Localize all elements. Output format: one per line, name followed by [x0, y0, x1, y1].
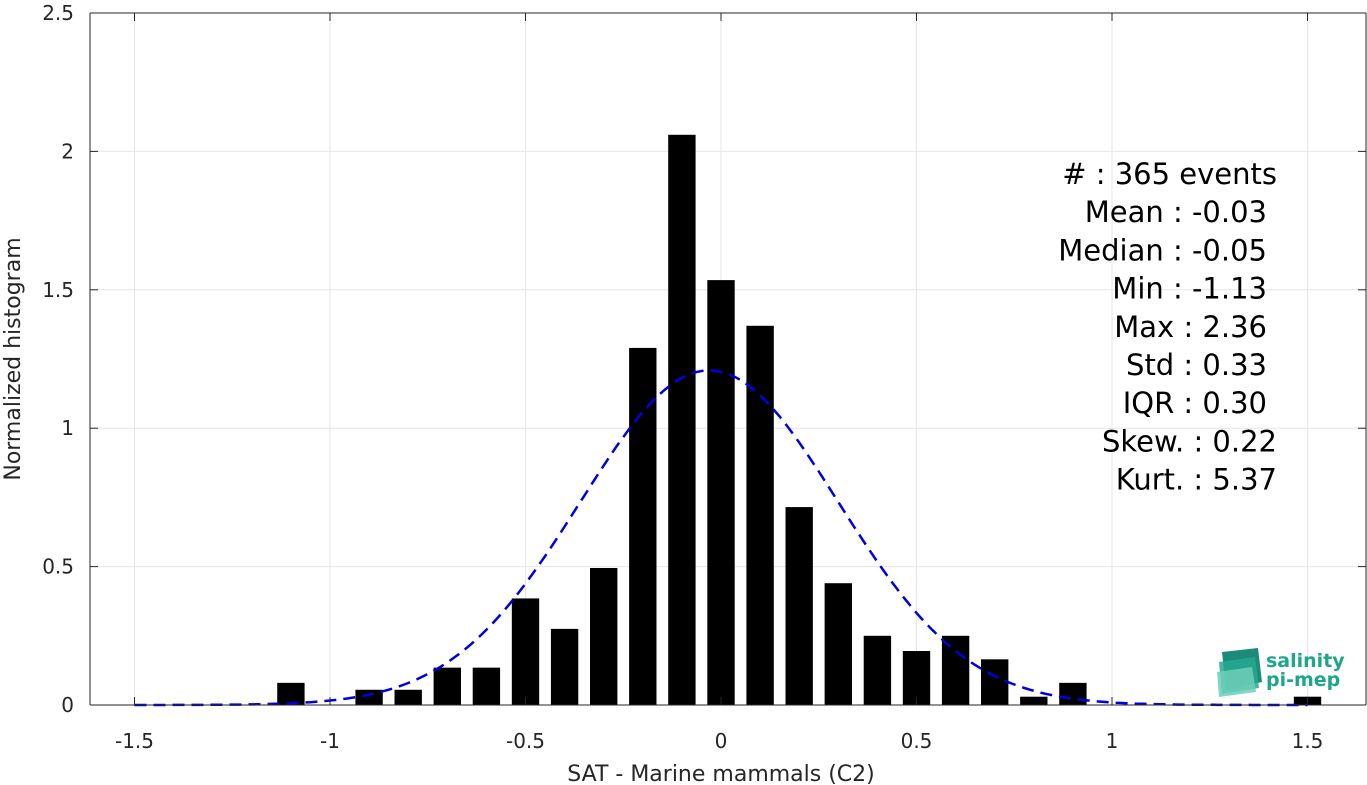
x-tick-label: 0	[715, 729, 728, 753]
y-tick-label: 0.5	[42, 555, 74, 579]
histogram-bar	[277, 682, 305, 705]
histogram-bar	[394, 689, 422, 705]
stat-line: Median : -0.05	[1058, 233, 1267, 267]
x-tick-labels: -1.5 -1 -0.5 0 0.5 1 1.5	[115, 729, 1323, 753]
stat-line: Kurt. : 5.37	[1116, 463, 1277, 497]
y-tick-labels: 0 0.5 1 1.5 2 2.5	[42, 1, 74, 717]
x-tick-label: 1.5	[1292, 729, 1324, 753]
y-tick-label: 0	[61, 693, 74, 717]
y-tick-label: 1	[61, 416, 74, 440]
histogram-bar	[629, 347, 657, 705]
histogram-bar	[550, 628, 579, 705]
histogram-bar	[863, 635, 892, 705]
histogram-bar	[824, 583, 852, 705]
histogram-bar	[746, 325, 774, 705]
x-tick-label: -1	[320, 729, 340, 753]
stat-line: Mean : -0.03	[1085, 195, 1267, 229]
x-tick-label: -1.5	[115, 729, 154, 753]
logo-text-salinity: salinity	[1266, 650, 1345, 672]
x-tick-label: 1	[1106, 729, 1119, 753]
stat-line: IQR : 0.30	[1123, 386, 1267, 420]
histogram-bar	[433, 667, 461, 705]
stat-line: # : 365 events	[1062, 157, 1277, 191]
salinity-pi-mep-logo: salinity pi-mep	[1217, 648, 1345, 697]
logo-text-pi-mep: pi-mep	[1266, 669, 1340, 691]
bars	[277, 134, 1322, 706]
y-tick-label: 2	[61, 139, 74, 163]
histogram-bar	[902, 651, 931, 705]
axes	[89, 12, 1367, 706]
x-tick-label: 0.5	[901, 729, 933, 753]
logo-wave-icon	[1217, 648, 1262, 697]
histogram-bar	[511, 598, 540, 705]
stat-line: Min : -1.13	[1112, 272, 1267, 306]
histogram-bar	[785, 507, 813, 705]
histogram-bar	[981, 659, 1009, 705]
x-axis-label: SAT - Marine mammals (C2)	[567, 762, 875, 785]
histogram-bar	[1020, 696, 1048, 705]
x-tick-label: -0.5	[506, 729, 545, 753]
histogram-bar	[941, 635, 970, 705]
histogram-bar	[472, 667, 501, 705]
stat-line: Std : 0.33	[1126, 348, 1267, 382]
histogram-bar	[1059, 682, 1087, 705]
stat-line: Max : 2.36	[1114, 310, 1267, 344]
histogram-bar	[590, 567, 618, 705]
stat-line: Skew. : 0.22	[1102, 424, 1277, 458]
y-tick-label: 1.5	[42, 278, 74, 302]
histogram-bar	[668, 134, 696, 706]
histogram-bar	[707, 280, 735, 705]
stats-annotation: # : 365 events Mean : -0.03 Median : -0.05…	[1058, 157, 1277, 497]
y-tick-label: 2.5	[42, 1, 74, 25]
y-axis-label: Normalized histogram	[1, 237, 26, 480]
histogram-bar	[355, 689, 383, 705]
